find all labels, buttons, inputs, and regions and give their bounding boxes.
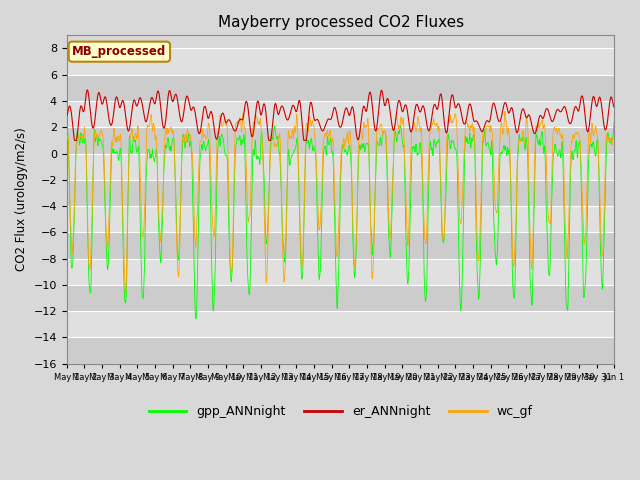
Legend: gpp_ANNnight, er_ANNnight, wc_gf: gpp_ANNnight, er_ANNnight, wc_gf bbox=[143, 400, 538, 423]
Bar bbox=[67, 154, 614, 180]
Y-axis label: CO2 Flux (urology/m2/s): CO2 Flux (urology/m2/s) bbox=[15, 128, 28, 271]
Bar bbox=[67, 206, 614, 232]
Bar bbox=[67, 285, 614, 311]
Bar bbox=[67, 101, 614, 127]
Bar bbox=[67, 259, 614, 285]
Bar bbox=[67, 75, 614, 101]
Bar bbox=[67, 48, 614, 75]
Bar bbox=[67, 127, 614, 154]
Bar bbox=[67, 311, 614, 337]
Title: Mayberry processed CO2 Fluxes: Mayberry processed CO2 Fluxes bbox=[218, 15, 463, 30]
Text: MB_processed: MB_processed bbox=[72, 45, 166, 58]
Bar bbox=[67, 337, 614, 364]
Bar bbox=[67, 180, 614, 206]
Bar bbox=[67, 232, 614, 259]
